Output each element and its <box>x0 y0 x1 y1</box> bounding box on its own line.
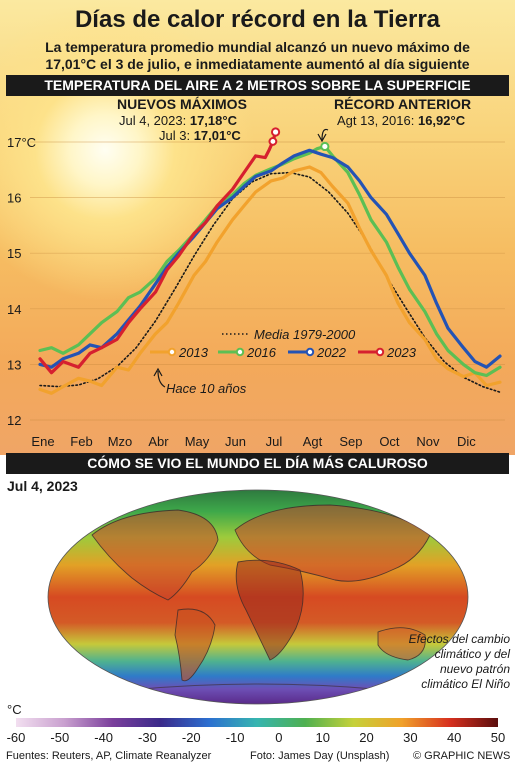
y-tick-label: 17°C <box>7 135 36 150</box>
scale-tick-label: 50 <box>491 730 505 745</box>
map-section-title: CÓMO SE VIO EL MUNDO EL DÍA MÁS CALUROSO <box>6 453 509 474</box>
prev-record: Agt 13, 2016: 16,92°C <box>337 113 465 128</box>
ten-years-label: Hace 10 años <box>166 381 247 396</box>
y-tick-label: 12 <box>7 413 21 428</box>
scale-tick-label: 40 <box>447 730 461 745</box>
map-date: Jul 4, 2023 <box>7 478 78 494</box>
temperature-colour-scale: -60 -50 -40 -30 -20 -10 0 10 20 30 40 50 <box>7 718 506 745</box>
scale-tick-label: -20 <box>182 730 201 745</box>
x-tick-label: Ene <box>31 434 54 449</box>
legend-marker-y2016 <box>235 347 245 357</box>
y-tick-label: 15 <box>7 246 21 261</box>
prev-record-value: 16,92°C <box>417 113 466 128</box>
scale-tick-label: 20 <box>359 730 373 745</box>
record-2016-marker <box>320 141 330 152</box>
scale-tick-label: 30 <box>403 730 417 745</box>
scale-tick-label: 10 <box>315 730 329 745</box>
legend-label-mean: Media 1979-2000 <box>254 327 356 342</box>
graphic-news-credit: © GRAPHIC NEWS <box>413 750 511 762</box>
chart-gridlines <box>30 141 505 421</box>
page-title: Días de calor récord en la Tierra <box>74 6 441 33</box>
photo-credit: Foto: James Day (Unsplash) <box>250 750 390 762</box>
scale-tick-labels: -60 -50 -40 -30 -20 -10 0 10 20 30 40 50 <box>7 730 506 745</box>
scale-tick-label: -50 <box>50 730 69 745</box>
continent-south-america <box>174 608 216 682</box>
x-tick-label: Nov <box>416 434 440 449</box>
x-tick-label: Feb <box>70 434 92 449</box>
x-tick-label: Oct <box>379 434 400 449</box>
legend-label-y2013: 2013 <box>178 345 209 360</box>
x-tick-label: Mzo <box>108 434 133 449</box>
series-line-y2013 <box>38 165 502 395</box>
series-endpoints <box>268 127 330 152</box>
legend-label-y2022: 2022 <box>316 345 347 360</box>
x-tick-label: May <box>185 434 210 449</box>
y-tick-label: 16 <box>7 191 21 206</box>
y-tick-label: 13 <box>7 357 21 372</box>
temperature-chart: 12 13 14 15 16 17°C Ene Feb Mzo Abr May Jun Jul Agt S… <box>7 127 505 449</box>
scale-bar <box>16 718 498 727</box>
jul4-value: 17,18°C <box>189 113 237 128</box>
chart-legend: Media 1979-2000 2013 2016 2022 2023 <box>150 327 417 360</box>
record-jul3-marker <box>268 137 278 146</box>
x-tick-label: Jul <box>266 434 283 449</box>
arrowhead-ten-years <box>153 367 163 377</box>
legend-marker-y2022 <box>305 347 315 357</box>
jul3-value: 17,01°C <box>193 128 241 143</box>
effects-note: Efectos del cambio climático y del nuevo… <box>408 632 510 691</box>
chart-section-title: TEMPERATURA DEL AIRE A 2 METROS SOBRE LA… <box>6 75 509 96</box>
series-line-y2022 <box>38 148 502 369</box>
arrow-prev-record <box>321 128 329 141</box>
continent-africa <box>235 559 304 661</box>
scale-tick-label: 0 <box>275 730 282 745</box>
x-tick-label: Agt <box>303 434 323 449</box>
y-tick-labels: 12 13 14 15 16 17°C <box>7 135 36 428</box>
new-max-title: NUEVOS MÁXIMOS <box>117 96 247 112</box>
scale-tick-label: -10 <box>226 730 245 745</box>
record-jul4-marker <box>270 127 281 137</box>
legend-label-y2023: 2023 <box>386 345 417 360</box>
arrowhead-prev-record <box>317 133 327 143</box>
x-tick-label: Dic <box>457 434 476 449</box>
page-subtitle: La temperatura promedio mundial alcanzó … <box>45 39 470 72</box>
scale-tick-label: -60 <box>7 730 26 745</box>
y-tick-label: 14 <box>7 302 21 317</box>
series-lines <box>38 130 502 395</box>
scale-unit: °C <box>7 702 22 717</box>
continent-north-america <box>91 509 219 601</box>
legend-marker-y2023 <box>375 347 385 357</box>
scale-tick-label: -30 <box>138 730 157 745</box>
jul4-label: Jul 4, 2023: <box>119 113 187 128</box>
jul4-record: Jul 4, 2023: 17,18°C <box>119 113 237 128</box>
sources: Fuentes: Reuters, AP, Climate Reanalyzer <box>6 750 212 762</box>
jul3-record: Jul 3: 17,01°C <box>159 128 241 143</box>
continent-australia <box>377 627 426 661</box>
series-line-y2023 <box>38 130 278 375</box>
x-tick-label: Sep <box>339 434 362 449</box>
x-tick-labels: Ene Feb Mzo Abr May Jun Jul Agt Sep Oct Nov Dic <box>31 434 476 449</box>
prev-record-label: Agt 13, 2016: <box>337 113 415 128</box>
arrow-ten-years <box>157 370 166 388</box>
prev-record-title: RÉCORD ANTERIOR <box>334 96 472 112</box>
x-tick-label: Jun <box>225 434 246 449</box>
world-temperature-map <box>47 489 469 705</box>
x-tick-label: Abr <box>148 434 169 449</box>
jul3-label: Jul 3: <box>159 128 191 143</box>
legend-marker-y2013 <box>167 347 177 357</box>
legend-label-y2016: 2016 <box>246 345 277 360</box>
scale-tick-label: -40 <box>94 730 113 745</box>
